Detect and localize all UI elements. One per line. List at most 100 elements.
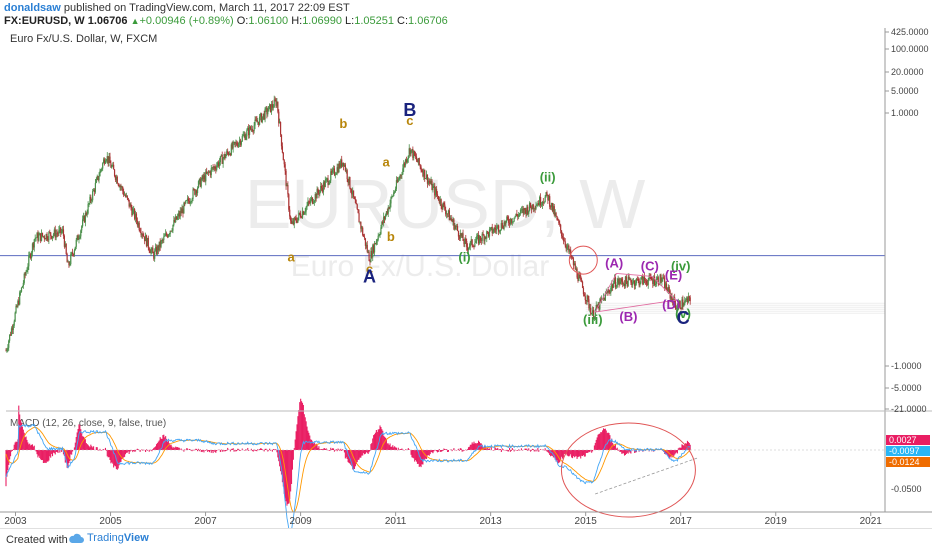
candle-body [165,233,168,236]
candle-body [236,142,238,146]
candle-body [443,202,445,205]
candle-body [659,274,661,285]
candle-body [598,303,600,310]
candle-body [489,227,492,230]
candle-body [591,310,594,314]
candle-body [280,134,283,147]
candle-body [426,174,429,184]
candle-body [377,235,379,240]
candle-body [16,305,18,307]
candle-body [313,200,315,203]
candle-body [89,196,91,204]
candle-body [226,151,228,156]
candle-body [654,276,656,285]
x-tick-label: 2017 [670,516,693,527]
candle-body [397,179,399,182]
candle-body [165,233,167,236]
candle-body [388,207,390,209]
candle-body [66,253,68,263]
candle-body [304,211,306,213]
candle-body [32,243,34,248]
candle-body [68,261,70,266]
macd-trend-line [595,457,698,495]
y-tick-label: -1.0000 [891,361,922,371]
candle-body [333,168,336,176]
price-change: +0.00946 (+0.89%) [139,15,234,27]
author-link[interactable]: donaldsaw [4,2,61,14]
wave-label: b [387,229,395,244]
candle-body [409,148,411,155]
candle-body [118,184,120,188]
candle-body [199,178,201,187]
candle-body [441,206,443,209]
candle-body [47,239,49,241]
macd-value-text: -0.0124 [889,457,920,467]
candle-body [414,151,416,156]
wave-label: A [363,266,376,286]
candle-body [281,146,284,153]
candle-body [107,156,109,164]
candle-body [153,253,155,259]
close-label: C: [397,15,409,27]
candle-body [673,297,675,305]
candle-body [316,188,318,199]
candle-body [688,296,690,298]
candle-body [610,288,612,293]
candle-body [665,283,668,290]
candle-body [126,195,128,199]
candle-body [243,134,245,136]
wave-label: (iii) [583,312,603,327]
candle-body [564,241,566,246]
candle-body [263,113,265,120]
wave-label: (D) [662,297,680,312]
candle-body [284,164,286,171]
candle-body [312,202,315,204]
up-triangle-icon: ▲ [130,16,140,26]
candle-body [266,108,268,115]
candle-body [324,180,326,187]
candle-body [368,251,370,262]
candle-body [630,279,632,283]
candle-body [572,258,575,266]
candle-body [353,196,356,200]
candle-body [643,276,645,285]
candle-body [299,212,301,215]
candle-body [287,185,289,195]
candle-body [609,291,611,293]
candle-body [396,180,398,182]
candle-body [371,250,373,258]
candle-body [522,208,524,214]
candle-body [547,194,549,201]
candle-body [539,197,541,206]
candle-body [360,222,362,229]
candle-body [481,233,483,241]
candle-body [40,232,43,241]
candle-body [637,279,639,280]
tradingview-brand[interactable]: TradingView [68,532,149,544]
candle-body [98,176,100,181]
candle-body [129,203,131,207]
candle-body [399,175,401,179]
candle-body [45,234,47,240]
candle-body [485,236,487,239]
candle-body [343,164,346,167]
candle-body [344,164,346,171]
macd-pane[interactable]: MACD (12, 26, close, 9, false, true) [5,398,885,528]
wave-label: (A) [605,256,623,271]
candle-body [624,276,627,287]
candle-body [389,203,391,209]
candle-body [449,217,451,221]
candle-body [548,196,550,201]
wave-label: (E) [665,267,682,282]
candle-body [122,187,124,192]
candle-body [363,235,365,237]
candle-body [513,217,515,222]
candle-body [9,334,12,336]
candle-body [650,276,652,280]
candle-body [540,204,543,206]
candle-body [61,229,64,232]
candle-body [338,163,340,173]
candle-body [84,212,86,223]
